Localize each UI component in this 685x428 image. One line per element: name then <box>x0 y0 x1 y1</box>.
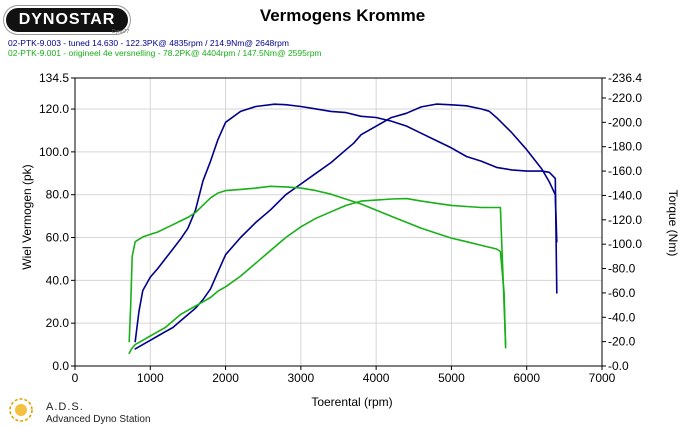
y-tick-label-right: -140.0 <box>608 188 642 202</box>
y-tick-label-left: 100.0 <box>39 145 69 159</box>
ads-logo-icon <box>9 398 33 422</box>
y-tick-label-right: -236.4 <box>608 71 642 85</box>
x-tick-label: 0 <box>72 371 79 385</box>
plot-frame <box>74 77 603 367</box>
y-tick-label-right: -40.0 <box>608 310 636 324</box>
y-tick-label-left: 120.0 <box>39 102 69 116</box>
y-tick-label-right: -80.0 <box>608 262 636 276</box>
y-tick-label-left: 20.0 <box>46 316 70 330</box>
y-tick-label-right: -0.0 <box>608 359 629 373</box>
series-line-torque-original <box>128 185 507 349</box>
x-tick-label: 5000 <box>438 371 465 385</box>
y-tick-label-left: 60.0 <box>46 231 70 245</box>
y-tick-label-left: 134.5 <box>39 71 69 85</box>
y-axis-label-left: Wiel Vermogen (pk) <box>20 164 34 270</box>
y-tick-label-right: -20.0 <box>608 335 636 349</box>
x-tick-label: 2000 <box>212 371 239 385</box>
y-tick-label-right: -200.0 <box>608 115 642 129</box>
dynostar-logo: DYNOSTAR <box>6 8 128 32</box>
logo-subtext: Dyno77 <box>112 29 130 35</box>
series-line-power-original <box>128 197 507 355</box>
grid <box>74 77 603 367</box>
series-line-power-tuned <box>134 103 558 350</box>
x-tick-label: 6000 <box>513 371 540 385</box>
y-tick-label-left: 40.0 <box>46 273 70 287</box>
y-tick-label-right: -120.0 <box>608 213 642 227</box>
x-tick-label: 3000 <box>288 371 315 385</box>
footer-brand: A.D.S. <box>46 401 84 413</box>
y-tick-label-right: -60.0 <box>608 286 636 300</box>
series-lines <box>128 103 558 355</box>
y-tick-label-right: -180.0 <box>608 140 642 154</box>
x-tick-label: 7000 <box>589 371 616 385</box>
y-tick-label-right: -220.0 <box>608 91 642 105</box>
y-tick-label-left: 80.0 <box>46 188 70 202</box>
legend-entry-tuned: 02-PTK-9.003 - tuned 14.630 - 122.3PK@ 4… <box>8 38 289 48</box>
x-axis-label: Toerental (rpm) <box>311 395 393 409</box>
footer-brand-full: Advanced Dyno Station <box>46 414 151 425</box>
y-tick-label-right: -160.0 <box>608 164 642 178</box>
legend-entry-original: 02-PTK-9.001 - origineel 4e versnelling … <box>8 48 322 58</box>
y-axis-label-right: Torque (Nm) <box>666 189 680 257</box>
chart-title: Vermogens Kromme <box>259 6 426 25</box>
x-tick-label: 4000 <box>363 371 390 385</box>
y-tick-label-right: -100.0 <box>608 237 642 251</box>
x-tick-label: 1000 <box>137 371 164 385</box>
series-line-torque-tuned <box>134 103 558 343</box>
axes: 0 1000 2000 3000 4000 5000 6000 7000 0.0 20.0 40.0… <box>39 71 642 385</box>
y-tick-label-left: 0.0 <box>52 359 69 373</box>
